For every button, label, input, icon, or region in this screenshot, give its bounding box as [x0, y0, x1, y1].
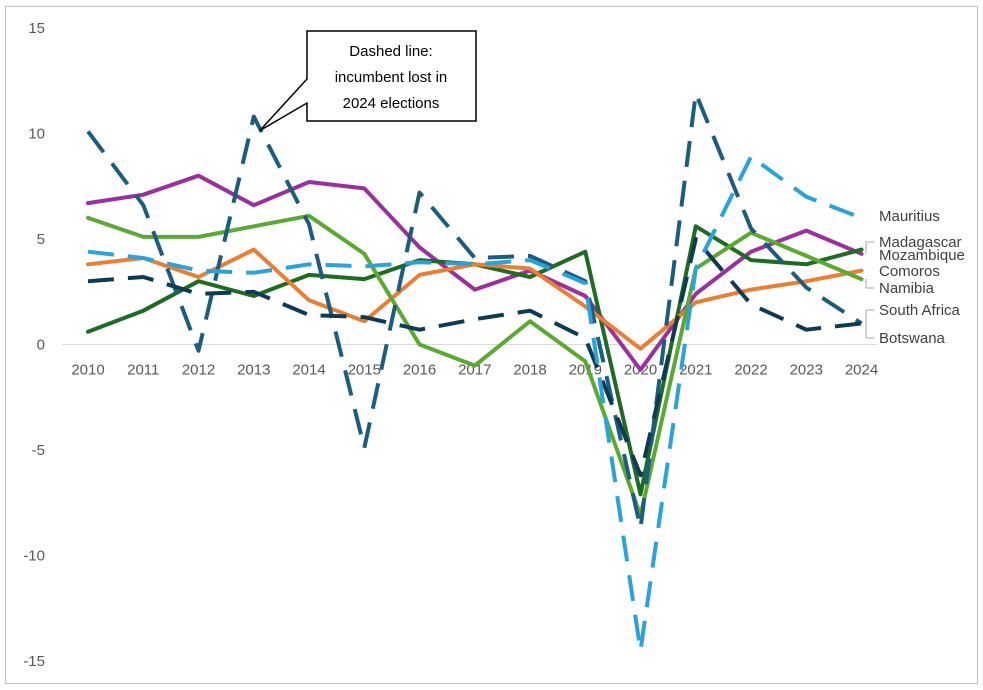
x-tick-label: 2010: [71, 362, 104, 379]
series-line-botswana: [86, 91, 863, 531]
series-labels: Botswana South Africa Mauritius MadagascarM…: [879, 208, 965, 347]
series-label-mozambique: Mozambique: [879, 247, 965, 264]
series-line-south-africa: [87, 237, 862, 478]
leader-line: [865, 309, 874, 324]
y-tick-label: -5: [32, 442, 45, 459]
y-tick-label: -15: [23, 653, 45, 670]
callout-line-3: 2024 elections: [343, 95, 440, 112]
x-tick-label: 2018: [513, 362, 546, 379]
y-tick-label: 15: [28, 20, 45, 37]
x-tick-label: 2016: [403, 362, 436, 379]
series-label-madagascar: Madagascar: [879, 234, 962, 251]
x-tick-label: 2013: [237, 362, 270, 379]
leader-line: [865, 322, 874, 339]
series-label-namibia: Namibia: [879, 280, 935, 297]
x-tick-label: 2011: [127, 362, 159, 379]
chart-frame: [5, 6, 978, 684]
series-line-mozambique: [86, 224, 864, 497]
y-axis-ticks: 15 10 5 0 -5 -10 -15: [23, 20, 45, 670]
y-tick-label: -10: [23, 548, 45, 565]
x-tick-label: 2023: [790, 362, 823, 379]
x-tick-label: 2012: [182, 362, 215, 379]
x-tick-label: 2021: [679, 362, 712, 379]
x-tick-label: 2024: [845, 362, 878, 379]
series-label-comoros: Comoros: [879, 263, 940, 280]
x-tick-label: 2017: [458, 362, 491, 379]
callout-line-2: incumbent lost in: [335, 69, 448, 86]
y-tick-label: 5: [37, 231, 45, 248]
x-tick-label: 2019: [569, 362, 602, 379]
series-label-south-africa: South Africa: [879, 302, 961, 319]
series-lines: [86, 91, 864, 653]
leader-line: [865, 278, 874, 289]
x-tick-label: 2015: [348, 362, 381, 379]
x-tick-label: 2022: [734, 362, 767, 379]
series-label-mauritius: Mauritius: [879, 208, 940, 225]
series-line-mauritius: [87, 154, 863, 653]
callout-box: [259, 30, 477, 132]
x-axis-ticks: 2010 2011 2012 2013 2014 2015 2016 2017 2018 2019…: [71, 362, 878, 379]
callout-annotation: Dashed line: incumbent lost in 2024 elec…: [259, 30, 477, 132]
x-tick-label: 2014: [292, 362, 325, 379]
leader-line: [865, 241, 874, 255]
series-label-botswana: Botswana: [879, 330, 946, 347]
y-tick-label: 10: [28, 126, 45, 143]
series-line-madagascar: [86, 173, 864, 372]
y-tick-label: 0: [37, 337, 45, 354]
callout-line-1: Dashed line:: [349, 43, 432, 60]
label-leader-lines: [865, 241, 874, 339]
series-line-namibia: [86, 213, 864, 518]
